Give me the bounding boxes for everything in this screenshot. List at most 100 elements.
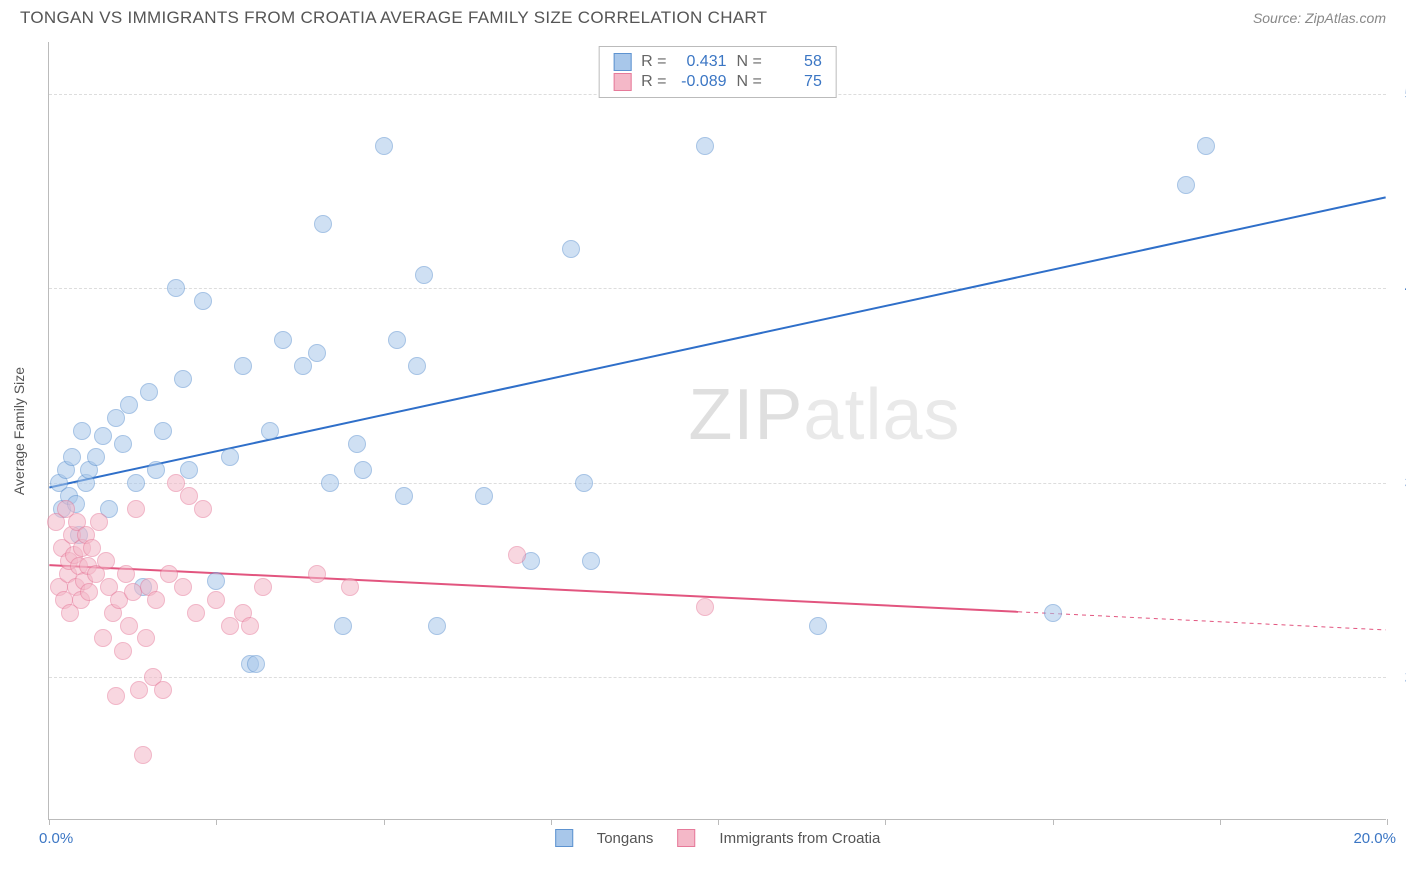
- scatter-point: [354, 461, 372, 479]
- scatter-point: [582, 552, 600, 570]
- r-label: R =: [641, 73, 666, 91]
- x-tick: [384, 819, 385, 825]
- n-value-croatia: 75: [772, 73, 822, 91]
- scatter-point: [187, 604, 205, 622]
- scatter-point: [294, 357, 312, 375]
- scatter-point: [147, 461, 165, 479]
- scatter-point: [562, 240, 580, 258]
- scatter-point: [194, 500, 212, 518]
- scatter-point: [80, 583, 98, 601]
- scatter-point: [137, 629, 155, 647]
- scatter-point: [63, 448, 81, 466]
- legend-swatch-croatia: [677, 829, 695, 847]
- x-tick: [718, 819, 719, 825]
- grid-line: [49, 677, 1386, 678]
- scatter-point: [809, 617, 827, 635]
- grid-line: [49, 483, 1386, 484]
- scatter-point: [221, 617, 239, 635]
- grid-line: [49, 288, 1386, 289]
- scatter-point: [388, 331, 406, 349]
- chart-plot-area: Average Family Size R = 0.431 N = 58 R =…: [48, 42, 1386, 820]
- scatter-point: [274, 331, 292, 349]
- x-tick: [1387, 819, 1388, 825]
- scatter-point: [120, 396, 138, 414]
- scatter-point: [114, 435, 132, 453]
- scatter-point: [124, 583, 142, 601]
- stats-row-croatia: R = -0.089 N = 75: [613, 73, 822, 91]
- swatch-tongans: [613, 53, 631, 71]
- scatter-point: [428, 617, 446, 635]
- r-value-croatia: -0.089: [677, 73, 727, 91]
- scatter-point: [348, 435, 366, 453]
- y-tick-label: 2.75: [1390, 669, 1406, 686]
- scatter-point: [308, 565, 326, 583]
- x-axis-max-label: 20.0%: [1353, 830, 1396, 847]
- scatter-point: [73, 422, 91, 440]
- scatter-point: [120, 617, 138, 635]
- scatter-point: [90, 513, 108, 531]
- scatter-point: [341, 578, 359, 596]
- scatter-point: [174, 370, 192, 388]
- source-value: ZipAtlas.com: [1305, 10, 1386, 26]
- stats-row-tongans: R = 0.431 N = 58: [613, 53, 822, 71]
- scatter-point: [475, 487, 493, 505]
- scatter-point: [375, 137, 393, 155]
- scatter-point: [130, 681, 148, 699]
- scatter-point: [395, 487, 413, 505]
- source-label: Source: ZipAtlas.com: [1253, 10, 1386, 26]
- scatter-point: [1197, 137, 1215, 155]
- y-tick-label: 3.50: [1390, 474, 1406, 491]
- scatter-point: [207, 591, 225, 609]
- scatter-point: [87, 448, 105, 466]
- scatter-point: [114, 642, 132, 660]
- correlation-stats-box: R = 0.431 N = 58 R = -0.089 N = 75: [598, 46, 837, 98]
- n-label: N =: [737, 73, 762, 91]
- scatter-point: [334, 617, 352, 635]
- scatter-point: [117, 565, 135, 583]
- scatter-point: [234, 357, 252, 375]
- swatch-croatia: [613, 73, 631, 91]
- x-tick: [1053, 819, 1054, 825]
- scatter-point: [261, 422, 279, 440]
- legend-label-croatia: Immigrants from Croatia: [719, 830, 880, 847]
- scatter-point: [241, 617, 259, 635]
- scatter-point: [194, 292, 212, 310]
- r-value-tongans: 0.431: [677, 53, 727, 71]
- scatter-point: [508, 546, 526, 564]
- scatter-point: [174, 578, 192, 596]
- r-label: R =: [641, 53, 666, 71]
- x-tick: [551, 819, 552, 825]
- scatter-point: [94, 427, 112, 445]
- scatter-point: [154, 681, 172, 699]
- scatter-point: [127, 474, 145, 492]
- scatter-point: [575, 474, 593, 492]
- scatter-point: [140, 383, 158, 401]
- scatter-point: [321, 474, 339, 492]
- scatter-point: [247, 655, 265, 673]
- scatter-point: [107, 687, 125, 705]
- scatter-point: [415, 266, 433, 284]
- scatter-point: [107, 409, 125, 427]
- n-label: N =: [737, 53, 762, 71]
- x-tick: [1220, 819, 1221, 825]
- legend-swatch-tongans: [555, 829, 573, 847]
- y-axis-title: Average Family Size: [11, 366, 27, 494]
- scatter-point: [97, 552, 115, 570]
- y-tick-label: 5.00: [1390, 85, 1406, 102]
- trend-lines: [49, 42, 1386, 819]
- scatter-point: [207, 572, 225, 590]
- scatter-point: [254, 578, 272, 596]
- x-tick: [49, 819, 50, 825]
- scatter-point: [94, 629, 112, 647]
- scatter-point: [308, 344, 326, 362]
- scatter-point: [221, 448, 239, 466]
- scatter-point: [1177, 176, 1195, 194]
- n-value-tongans: 58: [772, 53, 822, 71]
- scatter-point: [127, 500, 145, 518]
- scatter-point: [1044, 604, 1062, 622]
- y-tick-label: 4.25: [1390, 280, 1406, 297]
- x-tick: [885, 819, 886, 825]
- scatter-point: [408, 357, 426, 375]
- scatter-point: [154, 422, 172, 440]
- scatter-point: [314, 215, 332, 233]
